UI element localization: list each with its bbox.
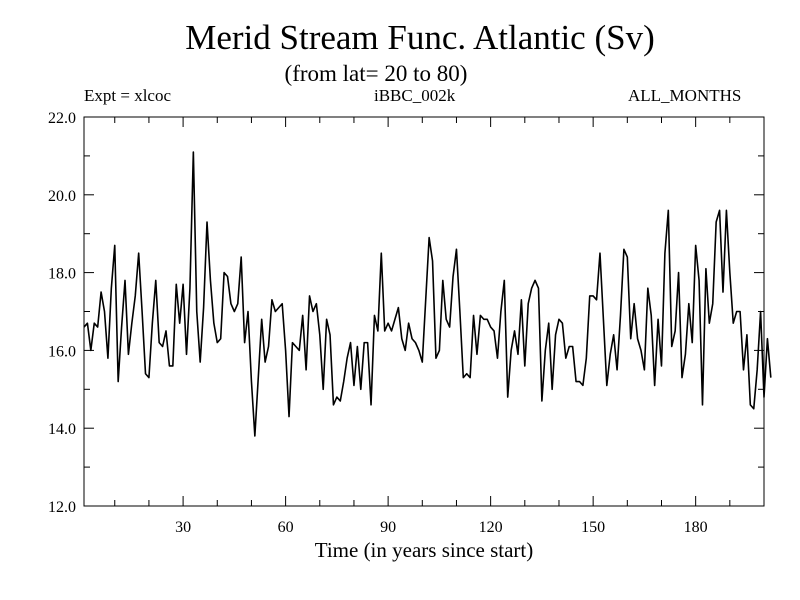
- x-tick-label: 150: [581, 519, 605, 536]
- axis-ticks: [84, 116, 765, 507]
- months-label: ALL_MONTHS: [628, 86, 742, 105]
- y-tick-label: 14.0: [48, 421, 76, 438]
- chart-title: Merid Stream Func. Atlantic (Sv): [185, 18, 655, 57]
- x-tick-label: 60: [278, 519, 294, 536]
- x-tick-label: 180: [684, 519, 708, 536]
- plot-frame: [83, 116, 765, 507]
- experiment-label: Expt = xlcoc: [84, 86, 172, 105]
- y-tick-label: 12.0: [48, 499, 76, 516]
- run-id-label: iBBC_002k: [374, 86, 456, 105]
- x-tick-label: 30: [175, 519, 191, 536]
- x-tick-label: 90: [380, 519, 396, 536]
- x-tick-label: 120: [479, 519, 503, 536]
- y-tick-label: 22.0: [48, 110, 76, 127]
- y-tick-label: 20.0: [48, 188, 76, 205]
- x-axis-title: Time (in years since start): [315, 538, 534, 562]
- series-line: [83, 151, 772, 437]
- chart-subtitle: (from lat= 20 to 80): [284, 61, 468, 86]
- y-tick-label: 16.0: [48, 343, 76, 360]
- axis-tick-labels: 30 60 90 120 150 180 12.0 14.0 16.0 18.0 20.0 22.0: [48, 110, 708, 536]
- y-tick-label: 18.0: [48, 266, 76, 283]
